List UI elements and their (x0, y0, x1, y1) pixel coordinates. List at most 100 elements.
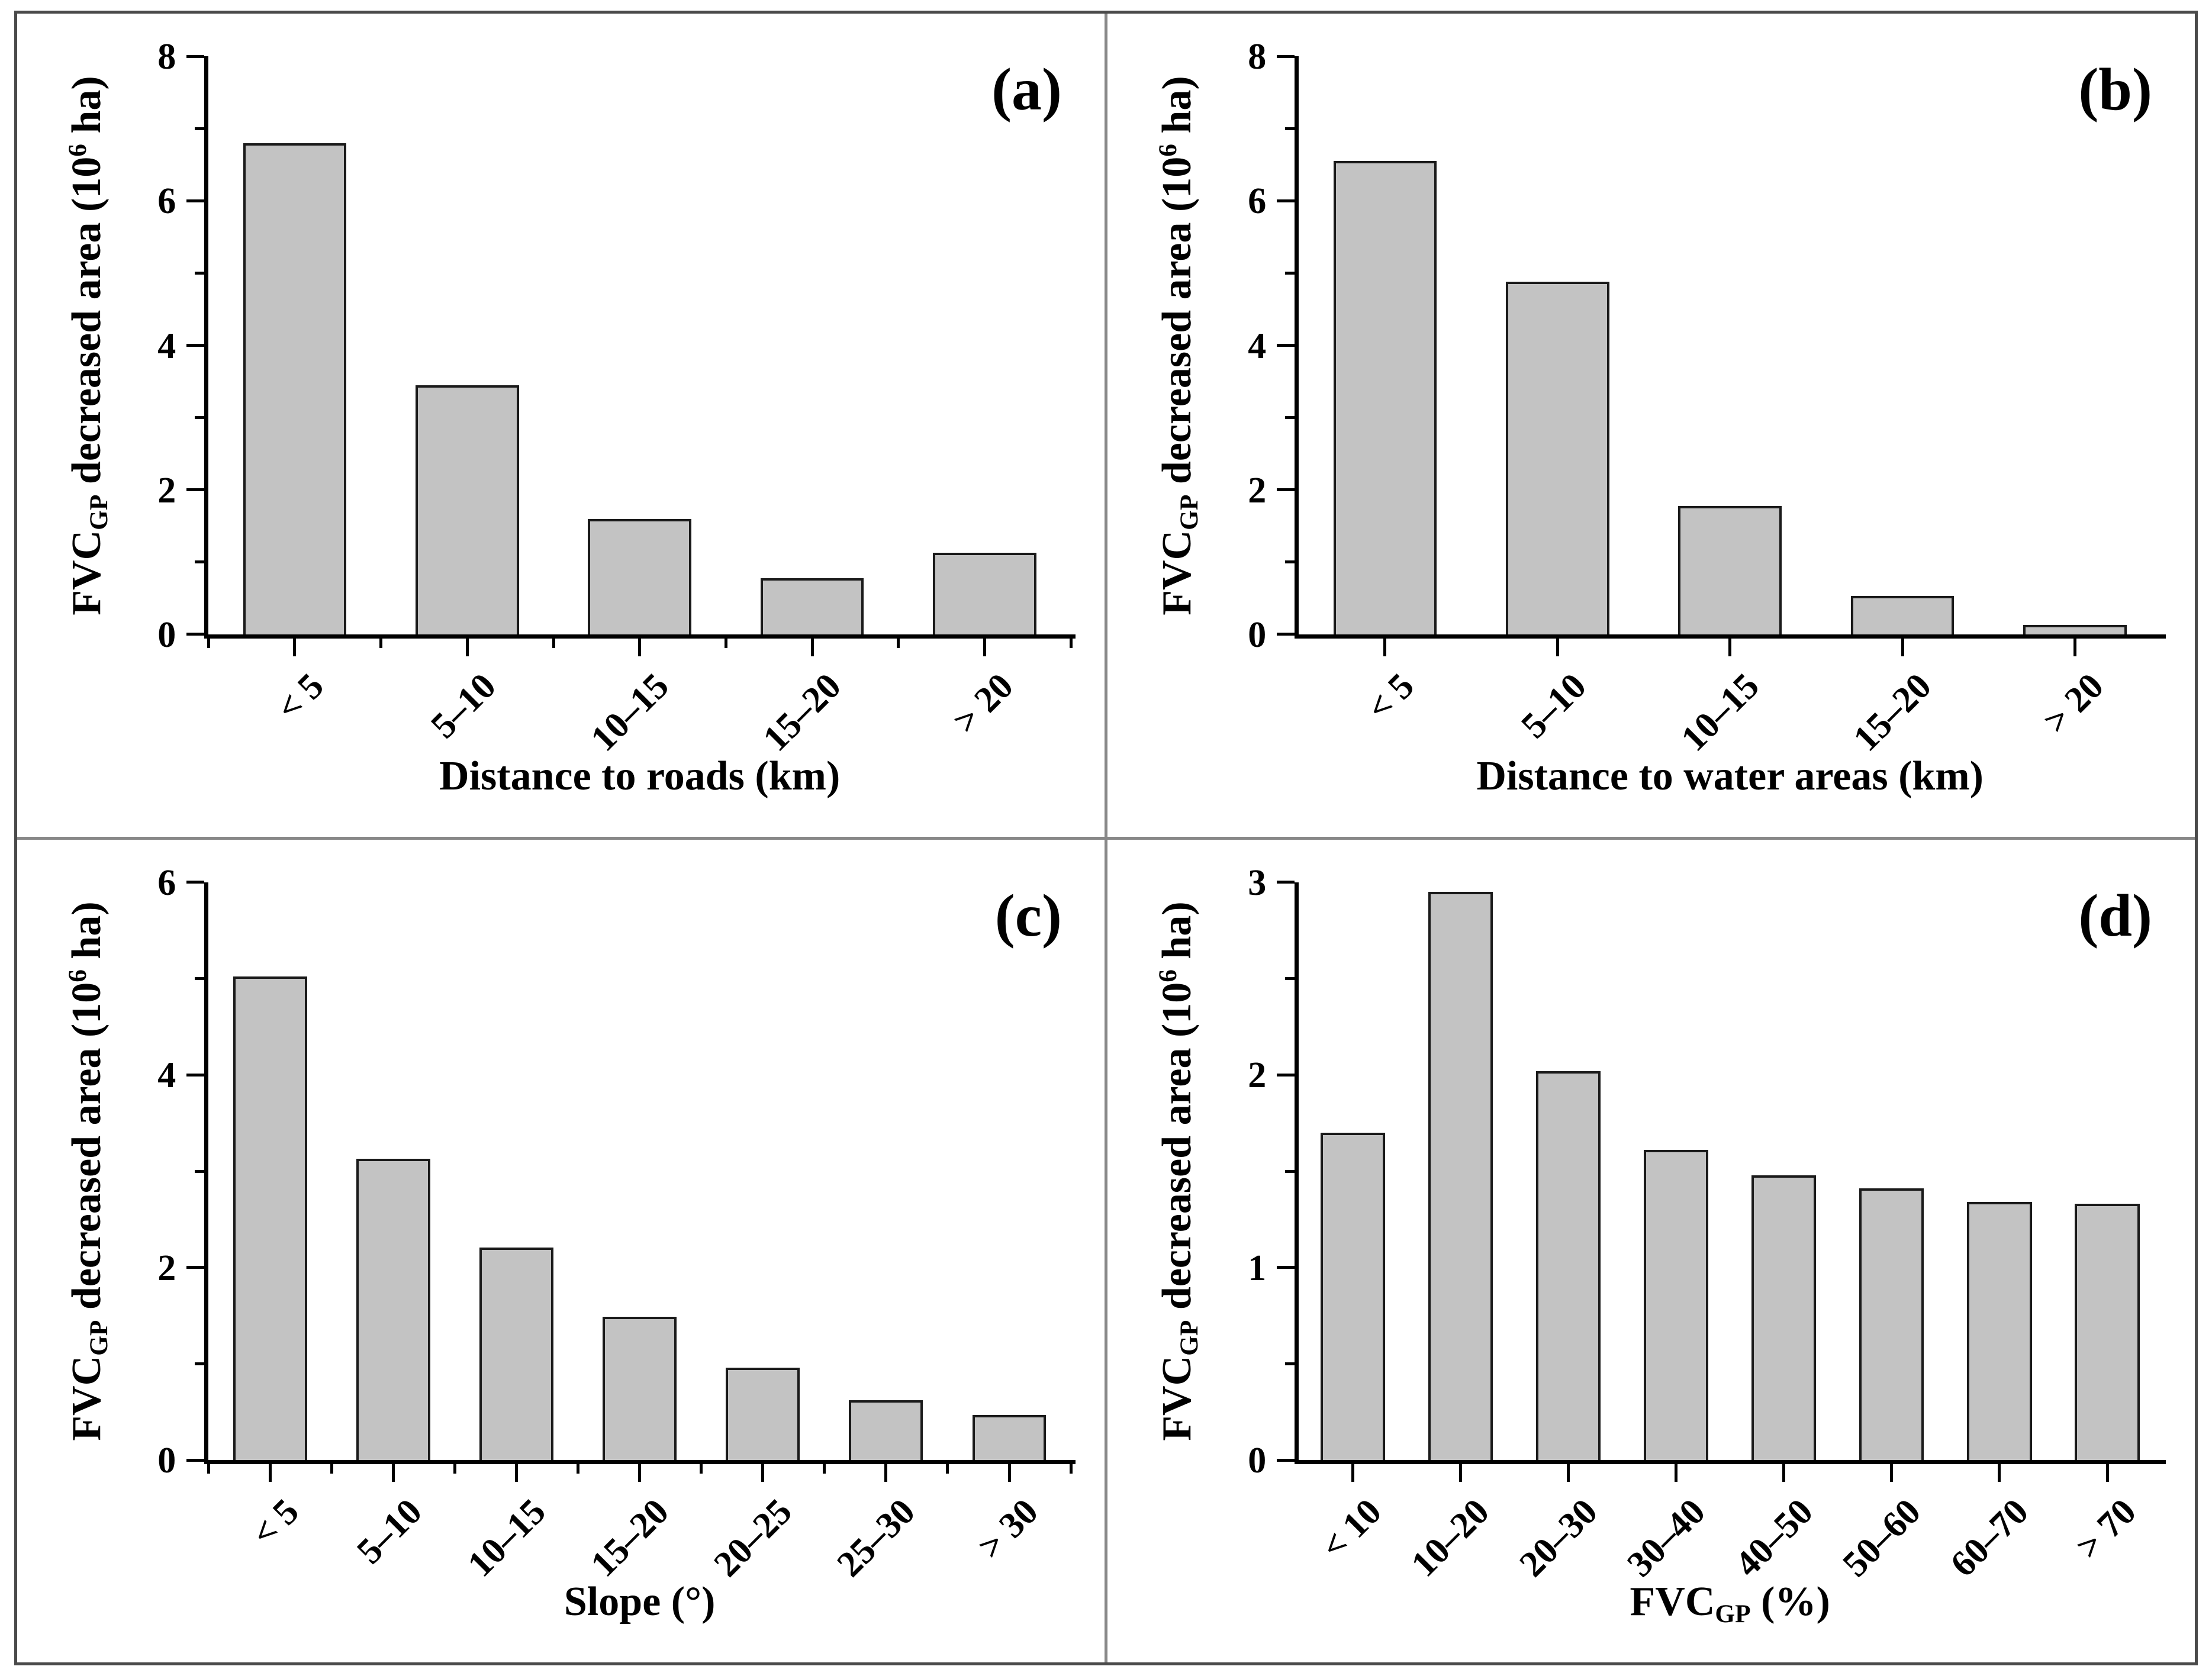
x-minor-tick-0 (207, 1464, 210, 1474)
label-sup-run: 6 (63, 969, 92, 982)
x-major-tick-< 5 (268, 1464, 272, 1482)
label-run: ha) (64, 901, 110, 970)
bar-15–20 (760, 578, 864, 634)
y-axis-title: FVCGP decreased area (106 ha) (1151, 882, 1203, 1460)
bar-60–70 (1967, 1202, 2032, 1461)
y-tick-label-2: 2 (1248, 470, 1267, 511)
label-run: (%) (1750, 1579, 1830, 1625)
y-minor-tick-1 (195, 1362, 205, 1366)
y-major-tick-3 (1277, 881, 1295, 884)
x-minor-tick-2 (453, 1464, 457, 1474)
y-minor-tick-3 (195, 1169, 205, 1173)
bar-40–50 (1751, 1175, 1817, 1461)
bar-10–20 (1428, 892, 1493, 1461)
y-axis-title: FVCGP decreased area (106 ha) (61, 882, 113, 1460)
y-major-tick-0 (1277, 633, 1295, 636)
x-major-tick-> 70 (2105, 1464, 2109, 1482)
x-major-tick-40–50 (1782, 1464, 1786, 1482)
bar-20–25 (726, 1368, 800, 1461)
x-tick-label-> 20: > 20 (945, 665, 1022, 742)
label-run: decreased area (10 (1154, 982, 1200, 1320)
x-minor-tick-5 (823, 1464, 826, 1474)
y-major-tick-2 (186, 488, 205, 492)
label-sup-run: 6 (63, 143, 92, 157)
panel-c: 0 2 4 6 < 5 5–10 10–15 15–20 20–25 25–30 > 30 Slope… (17, 839, 1105, 1662)
y-tick-label-4: 4 (157, 1055, 176, 1096)
panel-label-d: (d) (2078, 882, 2152, 949)
bar-15–20 (1850, 596, 1955, 634)
label-run: FVC (64, 530, 110, 615)
y-tick-label-8: 8 (157, 37, 176, 78)
y-axis-line (1295, 882, 1299, 1465)
x-tick-label-> 20: > 20 (2036, 665, 2112, 742)
y-axis-title: FVCGP decreased area (106 ha) (61, 56, 113, 634)
bar-< 10 (1320, 1132, 1385, 1461)
x-minor-tick-1 (330, 1464, 333, 1474)
label-run: ha) (1154, 901, 1200, 970)
bar-25–30 (849, 1400, 923, 1461)
x-major-tick-30–40 (1675, 1464, 1678, 1482)
y-minor-tick-1 (195, 560, 205, 564)
y-tick-label-8: 8 (1248, 37, 1267, 78)
y-major-tick-8 (1277, 54, 1295, 58)
x-major-tick-15–20 (1901, 638, 1904, 656)
label-sub-run: GP (85, 494, 114, 530)
x-axis-title: FVCGP (%) (1299, 1579, 2161, 1627)
label-run: FVC (1154, 1355, 1200, 1441)
y-tick-label-0: 0 (157, 1440, 176, 1481)
label-run: decreased area (10 (64, 982, 110, 1320)
x-minor-tick-7 (1069, 1464, 1073, 1474)
y-minor-tick-7 (195, 127, 205, 130)
y-minor-tick-3 (195, 416, 205, 420)
x-axis-title: Distance to water areas (km) (1299, 755, 2161, 797)
x-minor-tick-1 (379, 638, 383, 648)
x-major-tick-< 10 (1351, 1464, 1354, 1482)
x-major-tick-5–10 (391, 1464, 395, 1482)
y-minor-tick-3 (1285, 416, 1295, 420)
panel-label-a: (a) (991, 56, 1062, 123)
label-sub-run: GP (1715, 1600, 1751, 1629)
y-major-tick-0 (1277, 1458, 1295, 1462)
label-run: FVC (1630, 1579, 1715, 1625)
y-major-tick-0 (186, 633, 205, 636)
x-axis-line (1295, 1460, 2166, 1465)
bar-< 5 (243, 143, 347, 634)
panel-a: 0 2 4 6 8 < 5 5–10 10–15 15–20 > 20 Distance to ro… (17, 14, 1105, 837)
y-major-tick-1 (1277, 1266, 1295, 1269)
x-minor-tick-2 (552, 638, 555, 648)
figure-frame: 0 2 4 6 8 < 5 5–10 10–15 15–20 > 20 Distance to ro… (14, 11, 2198, 1665)
x-major-tick-< 5 (293, 638, 297, 656)
x-major-tick-50–60 (1890, 1464, 1894, 1482)
x-axis-line (204, 1460, 1076, 1465)
y-axis-line (204, 56, 209, 639)
label-run: Slope (°) (564, 1579, 716, 1625)
x-axis-title: Distance to roads (km) (208, 753, 1071, 799)
y-major-tick-8 (186, 54, 205, 58)
y-minor-tick-1 (1285, 560, 1295, 564)
x-major-tick-20–30 (1567, 1464, 1570, 1482)
bar-5–10 (415, 385, 519, 634)
x-major-tick-> 20 (2073, 638, 2076, 656)
x-minor-tick-0 (207, 638, 210, 648)
x-tick-label-< 5: < 5 (1358, 665, 1422, 729)
x-major-tick-25–30 (884, 1464, 888, 1482)
label-run: FVC (64, 1355, 110, 1441)
label-run: Distance to roads (km) (439, 753, 841, 799)
x-axis-title: Slope (°) (208, 1581, 1071, 1623)
bar-30–40 (1644, 1150, 1709, 1461)
label-run: decreased area (10 (64, 156, 110, 495)
bar-> 20 (2023, 624, 2127, 634)
y-major-tick-6 (186, 199, 205, 202)
x-major-tick-> 30 (1007, 1464, 1011, 1482)
y-major-tick-6 (186, 881, 205, 884)
y-axis-title: FVCGP decreased area (106 ha) (1151, 56, 1203, 634)
x-major-tick-10–15 (638, 638, 642, 656)
x-axis-line (204, 634, 1076, 639)
y-axis-line (204, 882, 209, 1465)
y-minor-tick-5 (195, 977, 205, 981)
y-major-tick-4 (186, 344, 205, 347)
bar-< 5 (1333, 161, 1437, 634)
x-minor-tick-4 (700, 1464, 703, 1474)
label-sub-run: GP (85, 1320, 114, 1356)
